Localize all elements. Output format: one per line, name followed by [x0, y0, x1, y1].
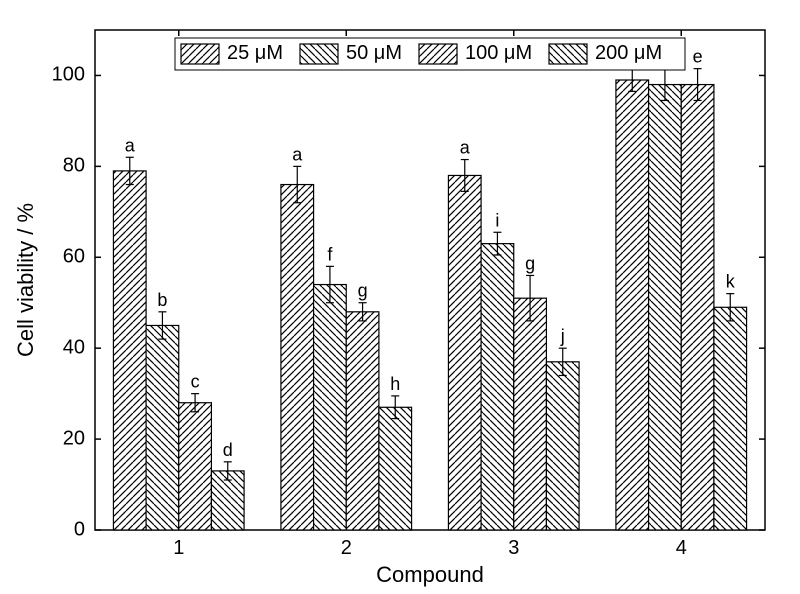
cell-viability-chart: 0 20 40 60 80 100 Cell viability / % 1 a b c d 2 a f g h… [0, 0, 800, 594]
svg-text:j: j [560, 326, 565, 346]
svg-text:k: k [726, 272, 736, 292]
svg-text:200 μM: 200 μM [595, 42, 662, 64]
svg-text:c: c [191, 372, 200, 392]
svg-text:g: g [358, 281, 368, 301]
svg-text:Compound: Compound [376, 562, 484, 587]
svg-text:h: h [390, 374, 400, 394]
chart-container: 0 20 40 60 80 100 Cell viability / % 1 a b c d 2 a f g h… [0, 0, 800, 594]
svg-text:40: 40 [63, 336, 85, 358]
svg-text:50 μM: 50 μM [346, 42, 402, 64]
svg-text:2: 2 [341, 537, 352, 559]
svg-text:f: f [327, 244, 333, 264]
svg-text:4: 4 [676, 537, 687, 559]
svg-text:80: 80 [63, 155, 85, 177]
svg-text:1: 1 [173, 537, 184, 559]
svg-text:b: b [157, 290, 167, 310]
svg-text:Cell viability / %: Cell viability / % [13, 203, 38, 357]
svg-text:d: d [223, 440, 233, 460]
svg-text:20: 20 [63, 427, 85, 449]
svg-text:a: a [460, 138, 471, 158]
svg-text:25 μM: 25 μM [227, 42, 283, 64]
svg-text:a: a [292, 144, 303, 164]
svg-text:0: 0 [74, 518, 85, 540]
svg-text:60: 60 [63, 246, 85, 268]
svg-text:3: 3 [508, 537, 519, 559]
svg-text:g: g [525, 253, 535, 273]
svg-text:a: a [125, 135, 136, 155]
svg-text:i: i [495, 210, 499, 230]
svg-text:100 μM: 100 μM [465, 42, 532, 64]
svg-text:e: e [693, 47, 703, 67]
svg-text:100: 100 [52, 64, 85, 86]
